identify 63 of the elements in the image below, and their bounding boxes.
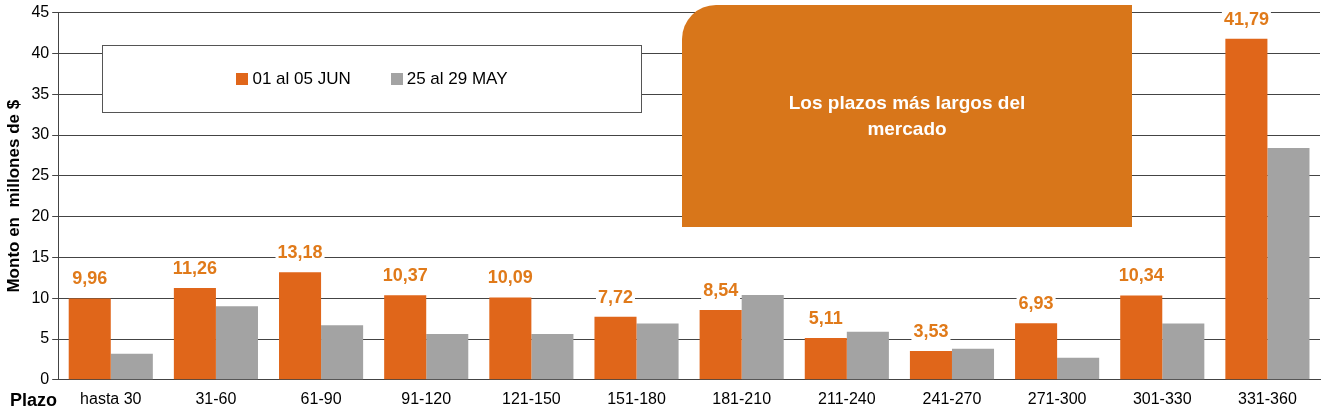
x-tick-label: 181-210 [712, 389, 772, 407]
data-label: 10,09 [487, 267, 533, 288]
bar [1057, 357, 1100, 380]
data-label: 13,18 [277, 242, 323, 263]
data-label: 6,93 [1018, 293, 1054, 314]
x-tick-label: 211-240 [818, 389, 876, 407]
bar [426, 334, 469, 380]
data-label: 5,11 [808, 308, 843, 329]
bar [804, 338, 847, 380]
legend-label: 25 al 29 MAY [406, 69, 508, 89]
data-label: 8,54 [703, 280, 739, 301]
y-tick-label: 45 [31, 3, 50, 21]
bar [1120, 295, 1163, 380]
data-label: 41,79 [1223, 8, 1269, 29]
y-axis-title: Monto en millones de $ [3, 99, 23, 293]
y-tick-label: 35 [31, 84, 50, 102]
bar [699, 310, 742, 380]
bar [531, 334, 574, 380]
callout-box: Los plazos más largos del mercado [682, 5, 1132, 227]
y-tick-label: 10 [31, 288, 50, 306]
x-tick-label: 241-270 [922, 389, 982, 407]
bar [951, 348, 995, 380]
y-tick-label: 40 [31, 43, 50, 61]
legend-label: 01 al 05 JUN [252, 69, 351, 89]
bar [321, 325, 364, 380]
x-tick-label: 121-150 [502, 389, 561, 407]
bar [1225, 38, 1268, 380]
bar [68, 298, 111, 380]
data-label: 11,26 [172, 257, 217, 278]
bar [215, 306, 258, 380]
data-label: 7,72 [597, 286, 634, 307]
x-tick-label: 301-330 [1132, 389, 1192, 407]
bar [1162, 323, 1205, 380]
bar [741, 294, 784, 380]
y-tick-label: 0 [40, 370, 50, 388]
x-tick-label: 91-120 [401, 389, 452, 407]
x-tick-label: 31-60 [195, 389, 237, 407]
bar [1015, 323, 1058, 380]
y-tick-label: 15 [31, 247, 50, 265]
x-tick-label: 271-300 [1027, 389, 1087, 407]
bar [384, 295, 427, 380]
y-tick-label: 30 [31, 125, 50, 143]
x-tick-label: 151-180 [607, 389, 666, 407]
bar [594, 316, 637, 380]
data-label: 9,96 [72, 268, 108, 289]
bar [279, 272, 322, 380]
x-tick-label: hasta 30 [80, 389, 142, 407]
bar [110, 353, 153, 380]
bar [1267, 148, 1310, 380]
y-tick-label: 25 [31, 166, 50, 184]
x-tick-label: 61-90 [300, 389, 342, 407]
y-tick-label: 20 [31, 207, 50, 225]
bar [909, 351, 952, 380]
bar [846, 331, 889, 380]
bar [173, 287, 216, 380]
data-label: 10,37 [382, 265, 428, 286]
x-tick-label: 331-360 [1238, 389, 1297, 407]
x-axis-title: Plazo [10, 389, 58, 410]
data-label: 3,53 [913, 320, 949, 341]
bar [636, 323, 679, 380]
data-label: 10,34 [1118, 265, 1164, 286]
bar [489, 297, 532, 380]
y-tick-label: 5 [40, 329, 50, 347]
